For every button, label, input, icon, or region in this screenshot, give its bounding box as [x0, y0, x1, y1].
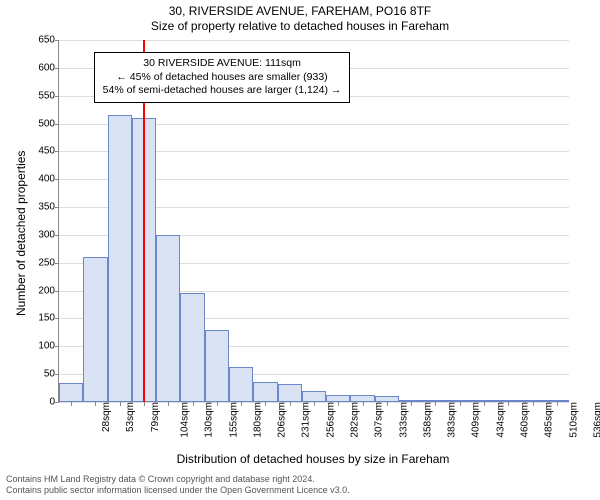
x-tick-mark: [144, 402, 145, 406]
x-tick-mark: [435, 402, 436, 406]
x-tick-label: 206sqm: [275, 402, 288, 438]
x-tick-mark: [265, 402, 266, 406]
x-tick-mark: [533, 402, 534, 406]
x-tick-mark: [363, 402, 364, 406]
annotation-line-2: ← 45% of detached houses are smaller (93…: [103, 71, 342, 85]
x-tick-mark: [217, 402, 218, 406]
x-tick-mark: [120, 402, 121, 406]
histogram-bar: [326, 395, 350, 402]
x-tick-label: 510sqm: [566, 402, 579, 438]
y-tick-label: 300: [38, 229, 59, 240]
y-tick-label: 50: [44, 369, 59, 380]
y-tick-label: 450: [38, 146, 59, 157]
histogram-bar: [302, 391, 326, 402]
histogram-bar: [229, 367, 253, 402]
x-tick-mark: [95, 402, 96, 406]
x-tick-mark: [508, 402, 509, 406]
gridline: [59, 40, 569, 41]
y-tick-label: 250: [38, 257, 59, 268]
y-tick-label: 350: [38, 202, 59, 213]
x-tick-label: 53sqm: [123, 402, 136, 432]
x-tick-label: 460sqm: [518, 402, 531, 438]
x-tick-label: 307sqm: [372, 402, 385, 438]
x-tick-label: 333sqm: [396, 402, 409, 438]
x-tick-label: 28sqm: [99, 402, 112, 432]
x-tick-mark: [557, 402, 558, 406]
x-tick-label: 231sqm: [299, 402, 312, 438]
annotation-line-3: 54% of semi-detached houses are larger (…: [103, 84, 342, 98]
footer-line-2: Contains public sector information licen…: [6, 485, 350, 496]
annotation-line-1: 30 RIVERSIDE AVENUE: 111sqm: [103, 57, 342, 71]
x-tick-label: 485sqm: [542, 402, 555, 438]
x-tick-mark: [338, 402, 339, 406]
x-tick-mark: [460, 402, 461, 406]
x-tick-mark: [290, 402, 291, 406]
histogram-bar: [253, 382, 277, 402]
x-axis-title: Distribution of detached houses by size …: [58, 452, 568, 466]
x-tick-label: 155sqm: [226, 402, 239, 438]
x-tick-mark: [484, 402, 485, 406]
x-tick-label: 180sqm: [250, 402, 263, 438]
x-tick-mark: [193, 402, 194, 406]
y-tick-label: 0: [49, 397, 59, 408]
x-tick-label: 282sqm: [348, 402, 361, 438]
histogram-bar: [350, 395, 374, 402]
histogram-bar: [108, 115, 132, 402]
histogram-bar: [156, 235, 180, 402]
y-tick-label: 650: [38, 35, 59, 46]
y-tick-label: 550: [38, 90, 59, 101]
x-tick-mark: [314, 402, 315, 406]
histogram-bar: [278, 384, 302, 402]
x-tick-label: 434sqm: [493, 402, 506, 438]
x-tick-mark: [241, 402, 242, 406]
y-tick-label: 400: [38, 174, 59, 185]
histogram-bar: [180, 293, 204, 402]
x-tick-label: 79sqm: [148, 402, 161, 432]
histogram-bar: [205, 330, 229, 402]
y-tick-label: 200: [38, 285, 59, 296]
annotation-box: 30 RIVERSIDE AVENUE: 111sqm ← 45% of det…: [94, 52, 351, 103]
x-tick-label: 256sqm: [323, 402, 336, 438]
histogram-bar: [59, 383, 83, 402]
x-tick-label: 409sqm: [469, 402, 482, 438]
x-tick-label: 104sqm: [178, 402, 191, 438]
chart-title-line2: Size of property relative to detached ho…: [0, 18, 600, 33]
y-tick-label: 150: [38, 313, 59, 324]
x-tick-mark: [387, 402, 388, 406]
y-tick-label: 100: [38, 341, 59, 352]
x-tick-label: 383sqm: [445, 402, 458, 438]
x-tick-label: 130sqm: [202, 402, 215, 438]
x-tick-mark: [71, 402, 72, 406]
footer-line-1: Contains HM Land Registry data © Crown c…: [6, 474, 315, 485]
x-tick-label: 536sqm: [590, 402, 600, 438]
histogram-bar: [83, 257, 107, 402]
x-tick-label: 358sqm: [420, 402, 433, 438]
plot-area: 0501001502002503003504004505005506006502…: [58, 40, 569, 403]
x-tick-mark: [411, 402, 412, 406]
y-tick-label: 500: [38, 118, 59, 129]
x-tick-mark: [168, 402, 169, 406]
figure: 30, RIVERSIDE AVENUE, FAREHAM, PO16 8TF …: [0, 0, 600, 500]
y-axis-title: Number of detached properties: [14, 151, 28, 316]
chart-title-line1: 30, RIVERSIDE AVENUE, FAREHAM, PO16 8TF: [0, 0, 600, 18]
y-tick-label: 600: [38, 62, 59, 73]
